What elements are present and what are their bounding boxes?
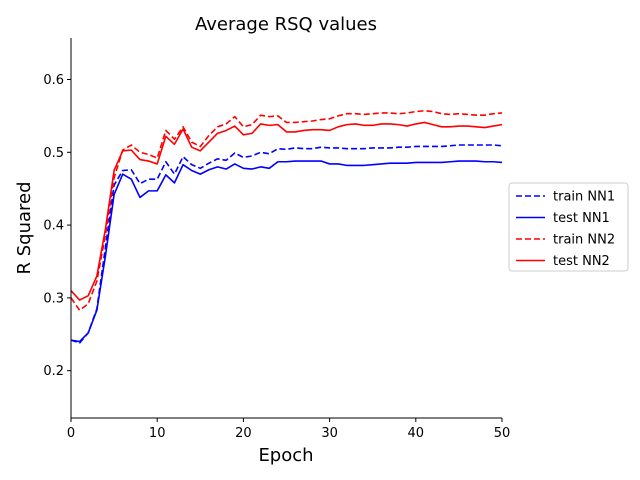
- x-tick-label: 40: [408, 426, 425, 441]
- y-tick-label: 0.2: [43, 364, 64, 379]
- y-axis-label: R Squared: [14, 181, 35, 274]
- legend-label: train NN1: [553, 190, 615, 205]
- legend-label: test NN1: [553, 211, 610, 226]
- series-line-test-nn2: [70, 121, 503, 301]
- y-tick-label: 0.4: [43, 219, 64, 234]
- x-tick-label: 0: [67, 426, 75, 441]
- x-tick-label: 30: [321, 426, 338, 441]
- series-line-test-nn1: [70, 160, 503, 343]
- legend-label: test NN2: [553, 254, 610, 269]
- plot-area: [70, 110, 503, 344]
- axes: [70, 38, 502, 419]
- x-tick-label: 10: [149, 426, 166, 441]
- chart-title: Average RSQ values: [195, 14, 377, 35]
- x-ticks: 0 10 20 30 40 50: [67, 418, 510, 441]
- x-tick-label: 20: [235, 426, 252, 441]
- legend: train NN1 test NN1 train NN2 test NN2: [508, 182, 629, 272]
- legend-label: train NN2: [553, 233, 615, 248]
- series-line-train-nn1: [70, 144, 503, 344]
- x-axis-label: Epoch: [258, 445, 313, 466]
- y-tick-label: 0.6: [43, 73, 64, 88]
- x-tick-label: 50: [494, 426, 511, 441]
- series-line-train-nn2: [70, 110, 503, 312]
- y-ticks: 0.2 0.3 0.4 0.5 0.6: [43, 73, 71, 379]
- legend-box: [508, 182, 629, 272]
- y-tick-label: 0.5: [43, 146, 64, 161]
- y-tick-label: 0.3: [43, 291, 64, 306]
